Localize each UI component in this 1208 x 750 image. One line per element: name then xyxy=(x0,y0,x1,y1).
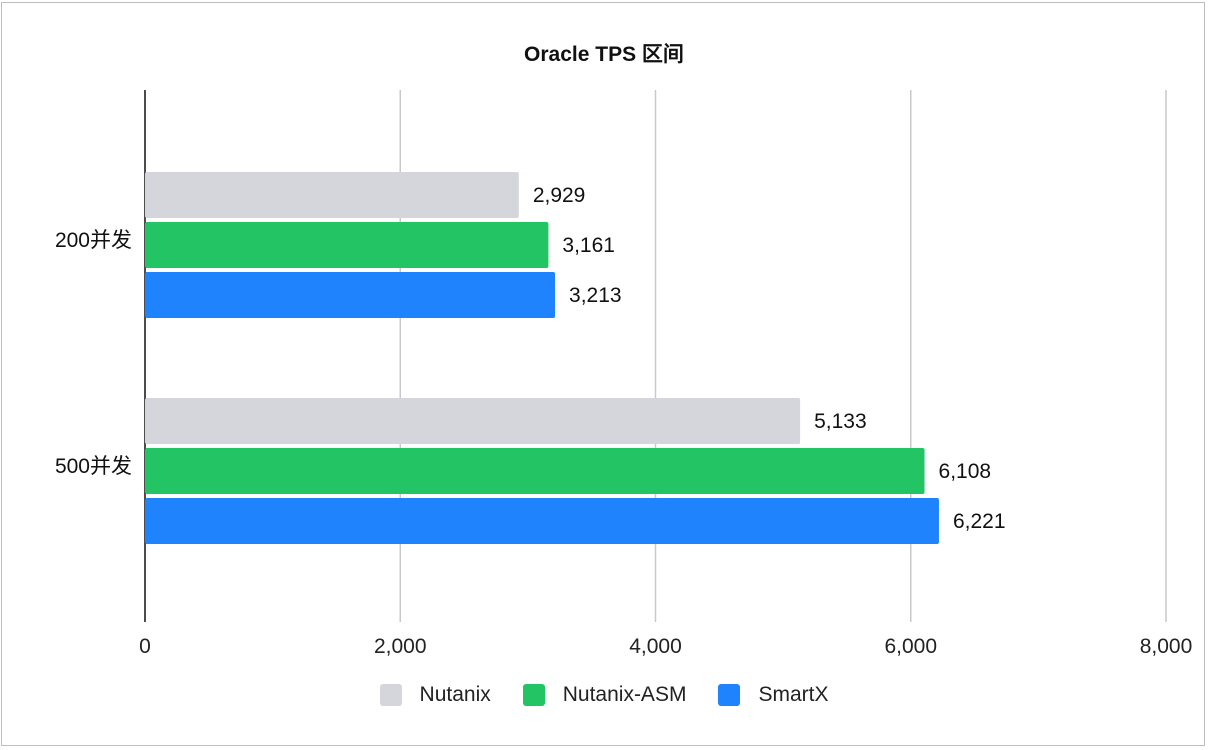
x-tick-label: 2,000 xyxy=(374,635,427,658)
bar-value-label: 3,161 xyxy=(562,234,615,257)
chart-legend: Nutanix Nutanix-ASM SmartX xyxy=(0,683,1208,707)
bar-smartx xyxy=(145,272,556,318)
y-category-label: 200并发 xyxy=(55,229,132,252)
legend-item-nutanix-asm[interactable]: Nutanix-ASM xyxy=(522,683,687,707)
y-category-label: 500并发 xyxy=(55,455,132,478)
legend-item-nutanix[interactable]: Nutanix xyxy=(379,683,491,707)
bar-smartx xyxy=(145,498,939,544)
bar-nutanix-asm xyxy=(145,222,549,268)
bar-value-label: 6,108 xyxy=(939,460,992,483)
x-tick-label: 6,000 xyxy=(884,635,937,658)
chart-title: Oracle TPS 区间 xyxy=(524,43,684,66)
bar-nutanix xyxy=(145,172,519,218)
bar-value-label: 2,929 xyxy=(533,184,586,207)
x-tick-label: 0 xyxy=(139,635,151,658)
legend-swatch-nutanix xyxy=(379,684,402,706)
bar-nutanix xyxy=(145,398,801,444)
bar-nutanix-asm xyxy=(145,448,925,494)
bar-value-label: 3,213 xyxy=(569,284,622,307)
bar-value-label: 5,133 xyxy=(814,410,867,433)
legend-label-nutanix: Nutanix xyxy=(419,683,491,706)
x-tick-label: 8,000 xyxy=(1140,635,1193,658)
legend-item-smartx[interactable]: SmartX xyxy=(718,683,828,707)
bar-value-label: 6,221 xyxy=(953,510,1006,533)
x-tick-label: 4,000 xyxy=(629,635,682,658)
legend-swatch-smartx xyxy=(718,684,741,706)
legend-label-nutanix-asm: Nutanix-ASM xyxy=(562,683,687,706)
legend-label-smartx: SmartX xyxy=(758,683,829,706)
legend-swatch-nutanix-asm xyxy=(522,684,545,706)
